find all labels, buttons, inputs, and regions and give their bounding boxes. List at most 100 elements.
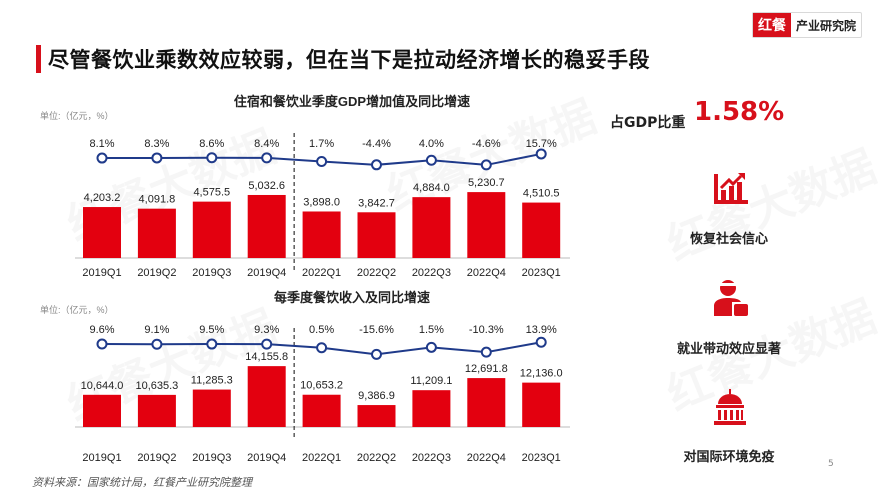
growth-point [206,338,218,350]
growth-point [480,159,492,171]
x-tick-label: 2022Q4 [467,267,506,279]
growth-point [425,341,437,353]
feature-label: 就业带动效应显著 [676,342,781,357]
bar-label: 10,653.2 [300,380,343,392]
bar [467,378,506,427]
growth-label: 1.7% [309,138,334,150]
growth-point [480,346,492,358]
bar-label: 9,386.9 [358,390,395,402]
bar [522,382,561,427]
bar [137,394,176,427]
x-tick-label: 2019Q2 [137,267,176,279]
x-tick-label: 2019Q1 [82,267,121,279]
bar-label: 5,032.6 [248,180,285,192]
growth-label: 1.5% [419,324,444,336]
logo-sub: 产业研究院 [796,18,857,33]
feature-label: 对国际环境免疫 [683,450,775,465]
bar [302,211,341,258]
capitol-building-icon [710,388,750,428]
chart-title: 每季度餐饮收入及同比增速 [274,290,430,305]
growth-label: 8.6% [199,138,224,150]
x-tick-label: 2022Q2 [357,267,396,279]
x-tick-label: 2019Q4 [247,452,286,464]
bar-label: 12,691.8 [465,363,508,375]
x-tick-label: 2022Q2 [357,452,396,464]
bar-label: 10,644.0 [81,380,124,392]
growth-point [371,348,382,360]
growth-point [535,148,547,160]
bar [302,394,341,427]
bar [247,366,286,427]
x-tick-label: 2022Q1 [302,452,341,464]
worker-icon [710,278,750,318]
growth-label: -15.6% [359,324,394,336]
page-number: 5 [828,459,834,469]
bar-label: 12,136.0 [520,368,563,380]
bar [83,394,121,427]
growth-label: 9.3% [254,324,279,336]
growth-point [206,152,218,164]
bar [357,212,396,258]
growth-label: -4.4% [362,138,391,150]
growth-label: 0.5% [309,324,334,336]
growth-label: 9.1% [144,324,169,336]
title-accent-bar [36,45,41,73]
growth-point [316,156,328,168]
bar [83,207,121,258]
bar [467,192,506,258]
x-tick-label: 2023Q1 [522,452,561,464]
bar-label: 3,842.7 [358,197,395,209]
growth-point [316,342,328,354]
x-tick-label: 2022Q3 [412,452,451,464]
source-note: 资料来源：国家统计局，红餐产业研究院整理 [32,476,252,489]
x-tick-label: 2022Q3 [412,267,451,279]
x-tick-label: 2019Q2 [137,452,176,464]
bar-label: 5,230.7 [468,177,505,189]
growth-point [261,152,273,164]
bar-label: 11,285.3 [191,375,233,387]
unit-label: 单位:（亿元，%） [40,304,114,315]
bar [247,194,286,258]
bar [192,201,231,258]
bar [412,390,451,427]
x-tick-label: 2022Q4 [467,452,506,464]
bar-label: 4,575.5 [193,187,230,199]
gdp-share-value: 1.58% [694,97,785,127]
bar-label: 14,155.8 [245,351,288,363]
unit-label: 单位:（亿元，%） [40,110,114,121]
growth-label: -4.6% [472,138,501,150]
growth-label: 15.7% [526,138,557,150]
bar [357,405,396,427]
x-tick-label: 2019Q3 [192,452,231,464]
page-title: 尽管餐饮业乘数效应较弱，但在当下是拉动经济增长的稳妥手段 [48,48,650,72]
growth-point [151,152,163,164]
growth-label: 9.5% [199,324,224,336]
feature-label: 恢复社会信心 [689,232,768,247]
x-tick-label: 2019Q4 [247,267,286,279]
bar-label: 10,635.3 [135,380,178,392]
bar-label: 4,884.0 [413,182,450,194]
bar [137,208,176,258]
growth-point [261,338,273,350]
x-tick-label: 2022Q1 [302,267,341,279]
growth-point [371,159,382,171]
growth-point [96,152,108,164]
growth-point [96,338,108,350]
bar [192,389,231,427]
growth-label: 13.9% [526,324,557,336]
growth-point [535,336,547,348]
chart-title: 住宿和餐饮业季度GDP增加值及同比增速 [234,94,470,109]
growth-label: 4.0% [419,138,444,150]
growth-point [425,154,437,166]
growth-label: 8.1% [89,138,114,150]
growth-point [151,338,163,350]
bar-label: 4,203.2 [84,192,121,204]
growth-label: 8.3% [144,138,169,150]
bar-label: 3,898.0 [303,196,340,208]
brand-logo: 红餐 产业研究院 [752,12,863,38]
x-tick-label: 2019Q3 [192,267,231,279]
bar-label: 11,209.1 [410,375,452,387]
growth-chart-icon [710,170,750,210]
